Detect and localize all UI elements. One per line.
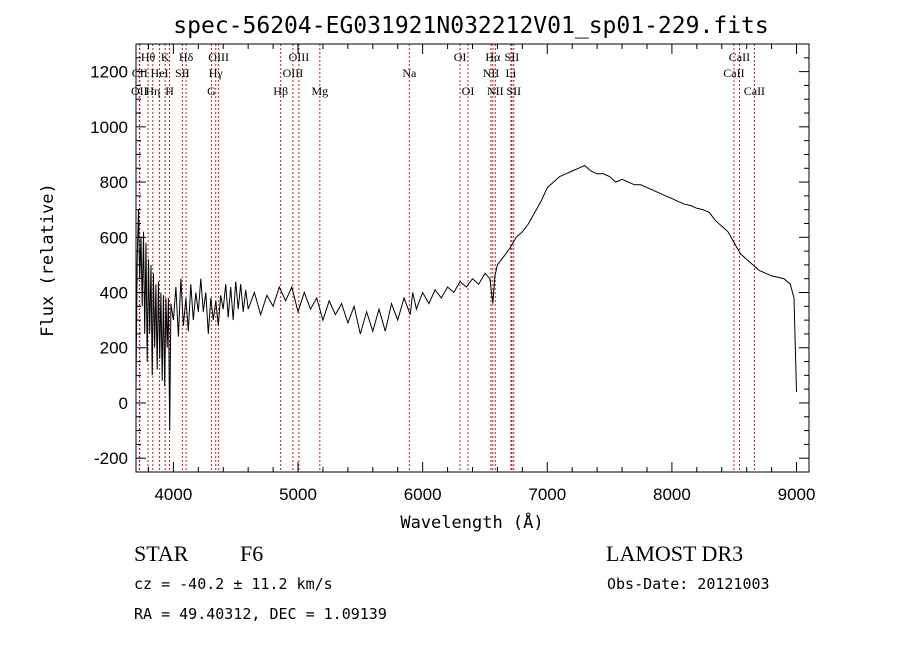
object-subclass: F6 [240, 541, 263, 566]
line-label-8: Hδ [179, 50, 194, 64]
x-tick-label-0: 4000 [154, 485, 192, 504]
line-label-2: CII [132, 66, 148, 80]
spectrum-line-0 [135, 164, 797, 431]
line-label-9: OIII [208, 50, 229, 64]
y-tick-label-1: 0 [119, 394, 128, 413]
line-label-22: SII [505, 50, 520, 64]
object-class: STAR [134, 541, 189, 566]
line-label-6: H [165, 84, 174, 98]
x-tick-label-3: 7000 [528, 485, 566, 504]
spectral-line-markers [138, 44, 755, 472]
line-label-14: OIII [283, 66, 304, 80]
line-label-24: SII [506, 84, 521, 98]
line-label-18: OI [462, 84, 475, 98]
line-label-20: NII [483, 66, 500, 80]
line-label-16: Na [402, 66, 417, 80]
coordinates: RA = 49.40312, DEC = 1.09139 [134, 605, 387, 623]
line-label-27: CaII [744, 84, 765, 98]
y-tick-label-7: 1200 [90, 63, 128, 82]
x-tick-label-5: 9000 [778, 485, 816, 504]
survey-name: LAMOST DR3 [606, 541, 743, 566]
plot-frame [135, 43, 810, 473]
y-tick-label-2: 200 [100, 339, 128, 358]
x-axis-label: Wavelength (Å) [400, 511, 543, 533]
line-label-26: CaII [723, 66, 744, 80]
spectrum-series [135, 164, 797, 431]
x-tick-label-2: 6000 [404, 485, 442, 504]
chart-title: spec-56204-EG031921N032212V01_sp01-229.f… [173, 13, 768, 39]
line-label-4: HeI [151, 66, 169, 80]
line-label-23: Li [506, 66, 517, 80]
line-label-0: OII [131, 84, 148, 98]
y-tick-label-4: 600 [100, 228, 128, 247]
y-tick-label-0: -200 [94, 449, 128, 468]
line-label-13: OIII [289, 50, 310, 64]
y-axis-label: Flux (relative) [38, 183, 58, 337]
line-label-1: Hθ [141, 50, 156, 64]
redshift-info: cz = -40.2 ± 11.2 km/s [134, 575, 333, 593]
x-tick-label-1: 5000 [279, 485, 317, 504]
line-label-25: CaII [729, 50, 750, 64]
line-label-17: OI [454, 50, 467, 64]
line-label-19: Hα [485, 50, 501, 64]
line-label-21: NII [487, 84, 504, 98]
line-label-5: K [161, 50, 170, 64]
x-axis-ticks: 4000 5000 6000 7000 8000 9000 [147, 44, 816, 504]
x-tick-label-4: 8000 [653, 485, 691, 504]
line-label-7: SII [175, 66, 190, 80]
observation-date: Obs-Date: 20121003 [607, 575, 770, 593]
line-label-3: Hη [145, 84, 160, 98]
y-tick-label-6: 1000 [90, 118, 128, 137]
line-label-11: G [207, 84, 216, 98]
line-label-12: Hβ [273, 84, 288, 98]
line-label-10: Hγ [209, 66, 224, 80]
y-tick-label-5: 800 [100, 173, 128, 192]
y-tick-label-3: 400 [100, 284, 128, 303]
line-label-15: Mg [311, 84, 328, 98]
y-axis-ticks: -200 0 200 400 600 800 1000 1200 [90, 43, 809, 473]
